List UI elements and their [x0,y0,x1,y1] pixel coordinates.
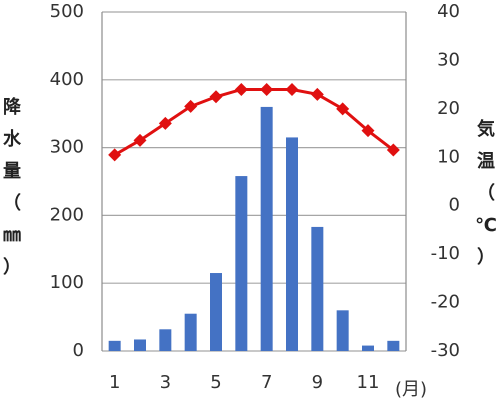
temperature-point [260,82,274,96]
temperature-point [336,102,350,116]
left-tick-label: 300 [50,137,84,158]
axis-title-char: 量 [3,160,21,182]
temperature-point [386,143,400,157]
temperature-point [310,87,324,101]
precipitation-bar [387,340,400,351]
right-tick-label: -20 [431,292,460,313]
precipitation-bars [108,106,400,351]
temperature-point [158,116,172,130]
temperature-point [361,124,375,138]
x-tick-label: 1 [109,372,120,393]
right-tick-label: 0 [449,195,460,216]
left-axis-ticks: 0 100 200 300 400 500 [50,1,84,361]
x-tick-label: 9 [312,372,323,393]
right-tick-label: 20 [437,98,460,119]
left-tick-label: 0 [73,340,84,361]
right-tick-label: 30 [437,49,460,70]
x-tick-label: 5 [210,372,221,393]
left-tick-label: 500 [50,1,84,22]
precipitation-bar [108,340,121,351]
right-axis-title: 気温 （ ℃ ） [475,118,497,268]
x-axis-ticks: 1 3 5 7 9 11 [109,372,380,393]
precipitation-bar [362,345,374,351]
temperature-point [133,133,147,147]
precipitation-bar [210,273,222,351]
precipitation-bar [134,339,146,351]
axis-title-char: 気 [477,118,495,140]
x-tick-label: 7 [261,372,272,393]
temperature-point [108,148,122,162]
temperature-point [234,82,248,96]
precipitation-bar [260,106,273,351]
axis-title-char: （ [3,193,21,214]
plot-frame [101,12,407,351]
temperature-point [285,82,299,96]
axis-title-char: ） [3,257,21,278]
axis-title-char: 降 [3,96,22,118]
precipitation-bar [235,176,248,351]
precipitation-bar [286,137,298,351]
axis-title-char: ） [477,247,495,268]
axis-title-char: ㎜ [3,225,21,246]
precipitation-bar [336,310,349,351]
axis-title-char: 温 [477,151,495,172]
x-axis-unit: (月) [395,379,427,400]
temperature-point [209,90,223,104]
left-tick-label: 400 [50,69,84,90]
left-tick-label: 100 [50,272,84,293]
right-tick-label: 10 [437,146,460,167]
axis-title-char: ℃ [475,215,497,236]
left-axis-title: 降水量 （ ㎜ ） [3,96,22,278]
right-tick-label: 40 [437,1,460,22]
right-tick-label: -30 [431,340,460,361]
temperature-line [108,82,400,162]
precipitation-bar [311,226,324,351]
temperature-point [184,99,198,113]
left-tick-label: 200 [50,204,84,225]
precipitation-bar [184,313,197,351]
axis-title-char: 水 [3,128,22,150]
x-tick-label: 11 [357,372,380,393]
right-axis-ticks: -30 -20 -10 0 10 20 30 40 [431,1,460,361]
precipitation-bar [159,329,172,351]
axis-title-char: （ [477,183,495,204]
grid-lines [102,11,406,352]
x-tick-label: 3 [160,372,171,393]
right-tick-label: -10 [431,243,460,264]
temperature-series-line [113,87,395,157]
